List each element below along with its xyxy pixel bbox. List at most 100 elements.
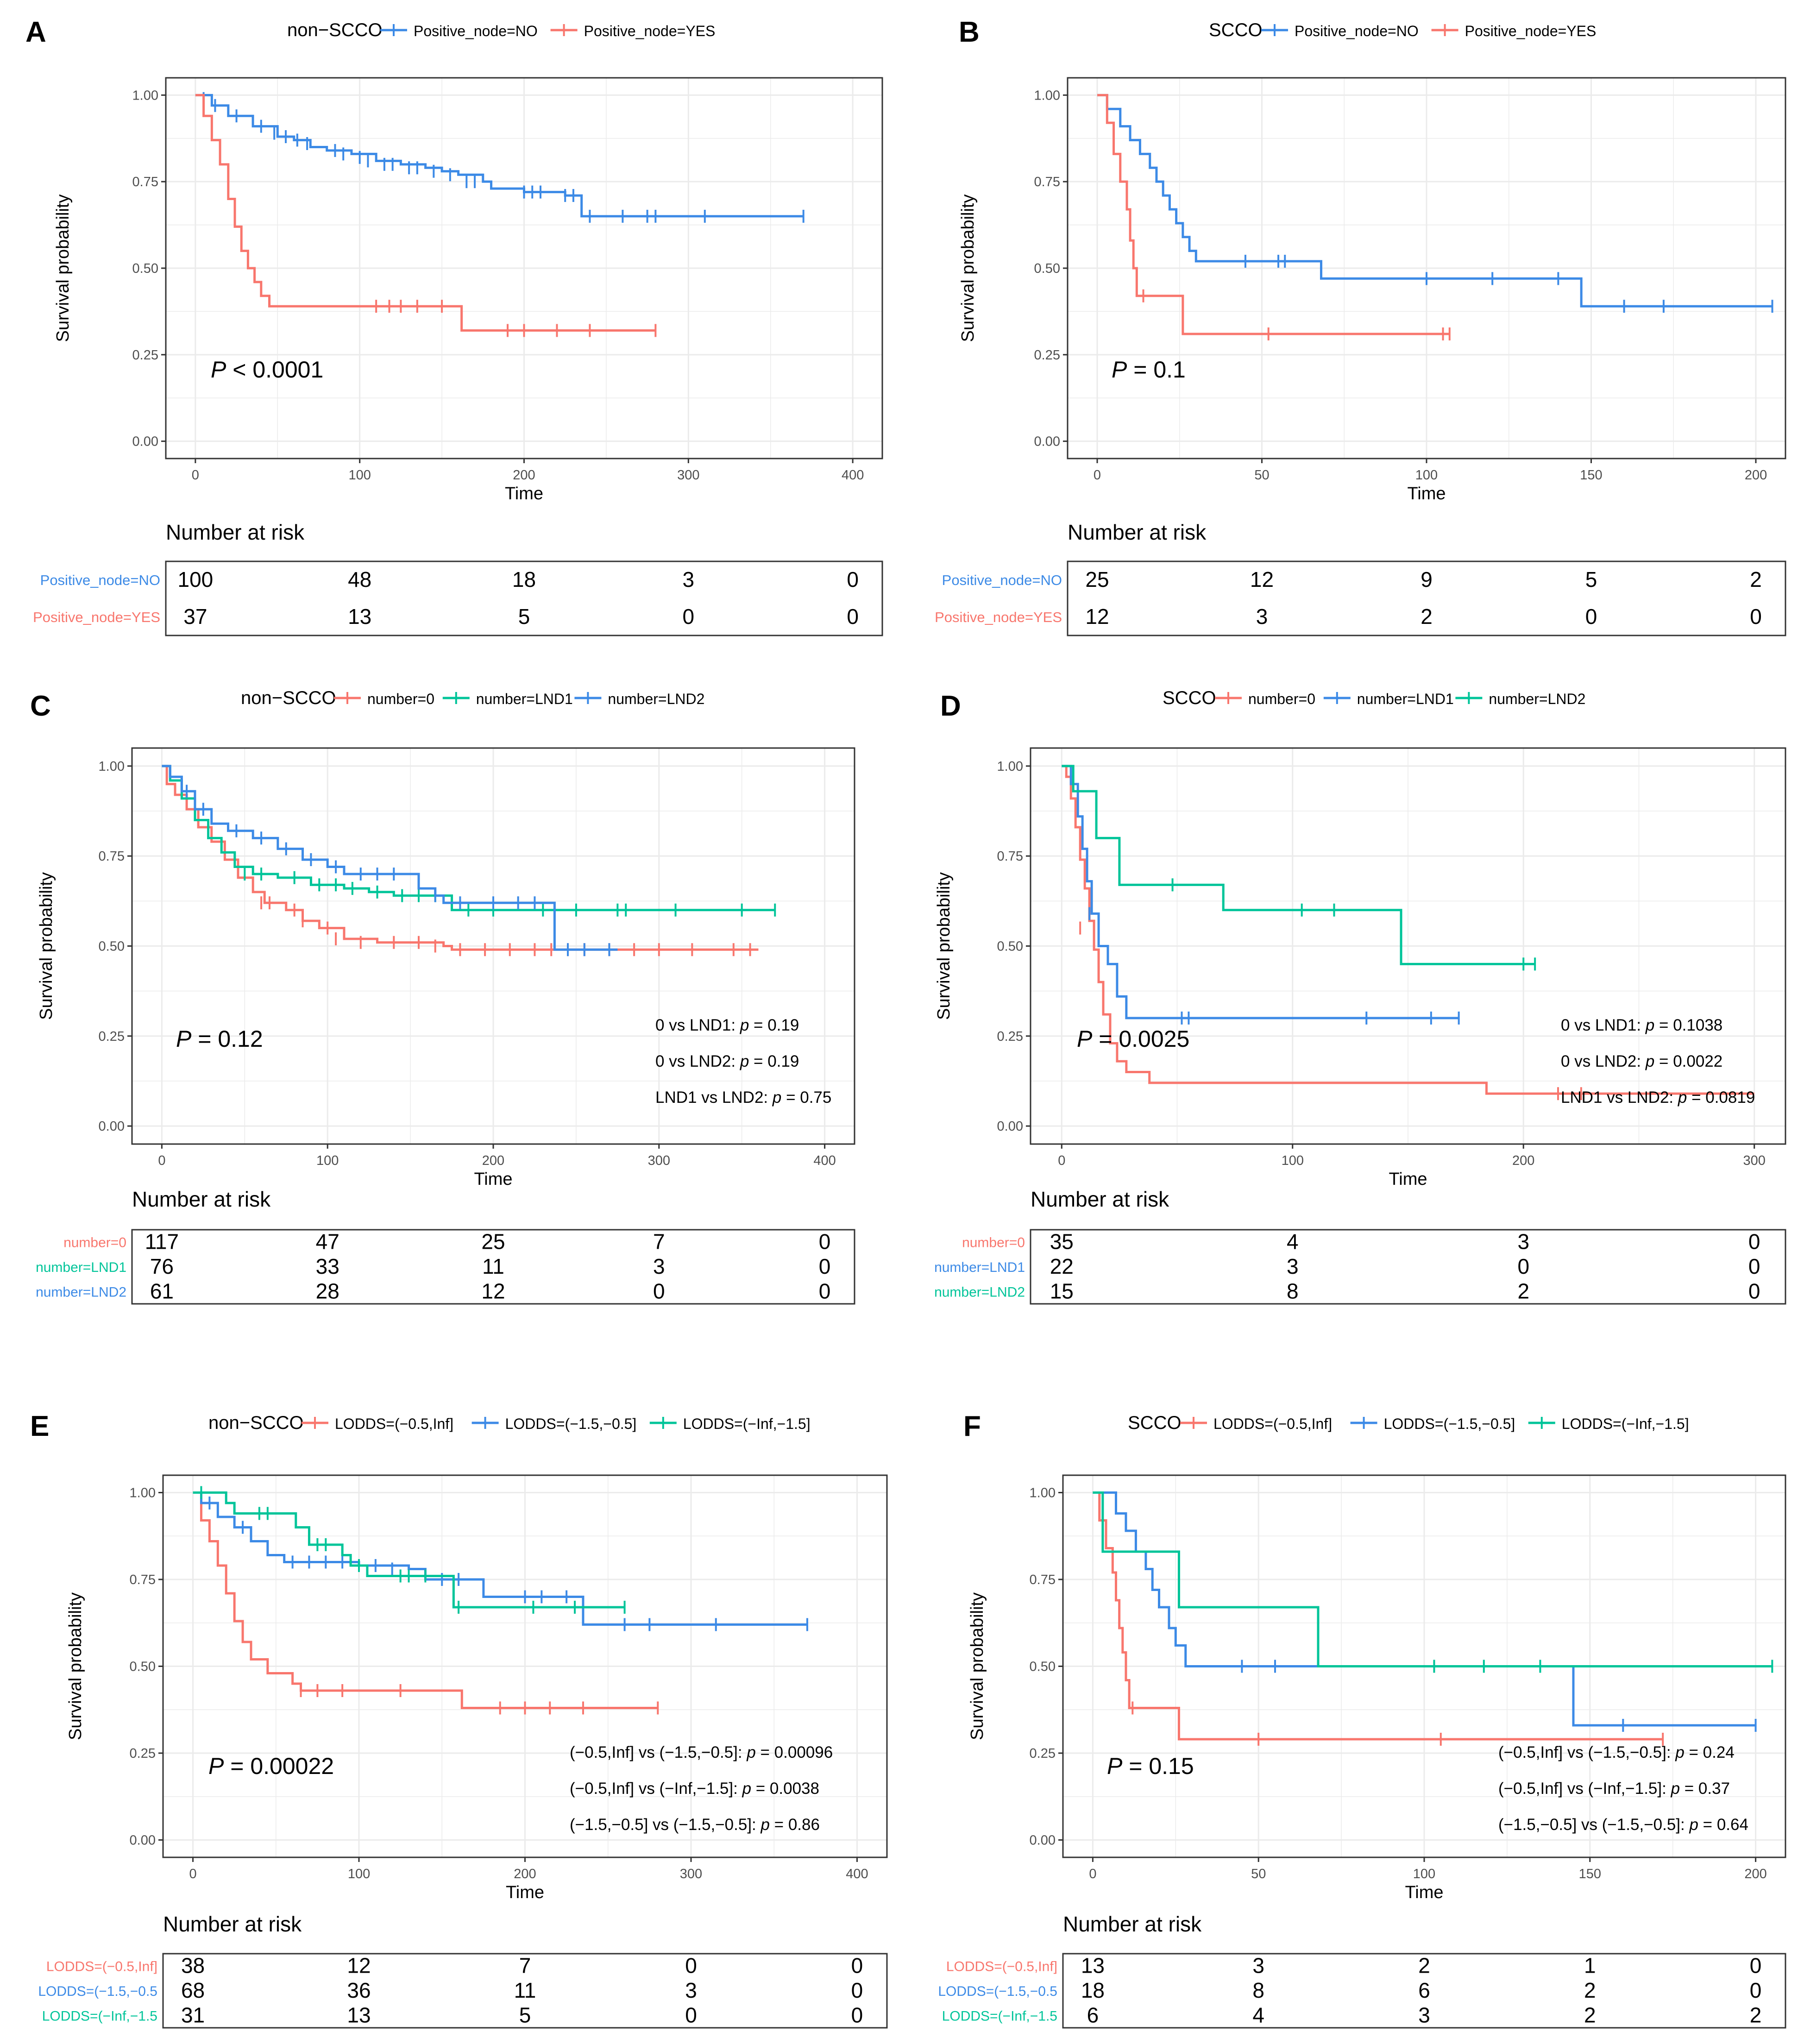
risk-count: 0 [819, 1254, 831, 1278]
y-tick-label: 0.75 [997, 849, 1023, 864]
x-tick-label: 400 [846, 1867, 868, 1881]
risk-count: 11 [514, 1978, 536, 2002]
panel-f: F SCCO LODDS=(−0.5,Inf] LODDS=(−1.5,−0.5] LO… [938, 1410, 1786, 2029]
series-blue [193, 1491, 808, 1631]
survival-curve [193, 1491, 807, 1626]
survival-curve [1093, 1491, 1663, 1741]
survival-curve [1062, 765, 1754, 1095]
legend-label: LODDS=(−Inf,−1.5] [683, 1415, 811, 1432]
pairwise-label: LND1 vs LND2: [1561, 1088, 1678, 1107]
risk-row-label: LODDS=(−Inf,−1.5 [942, 2008, 1057, 2024]
risk-row-label: Positive_node=NO [942, 572, 1062, 588]
x-tick-label: 0 [1094, 468, 1101, 483]
legend-label: LODDS=(−0.5,Inf] [1213, 1415, 1332, 1432]
panel-b: B SCCO Positive_node=NO Positive_node=YES 0.… [935, 16, 1786, 636]
risk-count: 18 [512, 567, 536, 591]
x-axis-label: Time [1389, 1170, 1427, 1189]
risk-row-label: LODDS=(−0.5,Inf] [46, 1959, 157, 1975]
legend-title: non−SCCO [208, 1413, 304, 1433]
risk-count: 0 [685, 2003, 697, 2027]
series-red [1097, 94, 1451, 340]
legend: SCCO Positive_node=NO Positive_node=YES [1209, 20, 1596, 40]
p-value: P = 0.15 [1107, 1753, 1194, 1779]
panel-d: D SCCO number=0 number=LND1 number=LND2 0.00 0… [934, 688, 1786, 1305]
pairwise-p-symbol: p [1671, 1780, 1680, 1798]
pairwise-comparison: (−0.5,Inf] vs (−1.5,−0.5]: p = 0.24 [1498, 1743, 1735, 1761]
risk-table-title: Number at risk [166, 520, 305, 544]
risk-count: 11 [482, 1254, 504, 1278]
pairwise-p-symbol: p [742, 1780, 751, 1798]
y-axis-label: Survival probability [958, 195, 978, 342]
x-tick-label: 100 [316, 1153, 339, 1168]
legend-label: Positive_node=NO [414, 23, 538, 39]
risk-count: 0 [819, 1230, 831, 1254]
pairwise-comparison: LND1 vs LND2: p = 0.0819 [1561, 1088, 1755, 1107]
y-tick-label: 0.75 [130, 1572, 156, 1587]
risk-count: 3 [685, 1978, 697, 2002]
y-tick-label: 0.50 [132, 261, 158, 276]
x-tick-label: 150 [1580, 468, 1602, 483]
x-tick-label: 300 [1743, 1153, 1766, 1168]
legend-label: Positive_node=YES [1465, 23, 1597, 39]
pairwise-p-value: = 0.19 [749, 1016, 799, 1034]
legend-label: number=0 [1248, 691, 1315, 707]
legend-title: SCCO [1128, 1413, 1182, 1433]
risk-count: 2 [1584, 1978, 1596, 2002]
survival-curve [1097, 94, 1450, 335]
risk-count: 7 [653, 1230, 665, 1254]
pairwise-label: (−1.5,−0.5] vs (−1.5,−0.5]: [1498, 1816, 1689, 1834]
legend-label: LODDS=(−1.5,−0.5] [1384, 1415, 1515, 1432]
risk-table-title: Number at risk [1031, 1187, 1169, 1211]
risk-count: 3 [683, 567, 695, 591]
risk-count: 28 [316, 1279, 339, 1303]
risk-count: 0 [1748, 1279, 1760, 1303]
risk-table-border [1062, 1953, 1786, 2029]
risk-count: 0 [851, 1954, 863, 1978]
y-tick-label: 0.75 [1030, 1572, 1056, 1587]
legend-label: Positive_node=NO [1295, 23, 1419, 39]
risk-row-label: LODDS=(−0.5,Inf] [946, 1959, 1057, 1975]
pairwise-comparison: (−0.5,Inf] vs (−Inf,−1.5]: p = 0.37 [1498, 1780, 1730, 1798]
pairwise-comparison: (−0.5,Inf] vs (−1.5,−0.5]: p = 0.00096 [570, 1743, 833, 1761]
risk-count: 3 [1418, 2003, 1430, 2027]
risk-count: 12 [481, 1279, 505, 1303]
y-tick-label: 0.25 [99, 1029, 125, 1044]
legend: SCCO LODDS=(−0.5,Inf] LODDS=(−1.5,−0.5] LOD… [1128, 1413, 1689, 1433]
risk-row-label: Positive_node=NO [40, 572, 160, 588]
pairwise-p-value: = 0.0819 [1687, 1088, 1755, 1107]
legend-label: LODDS=(−Inf,−1.5] [1562, 1415, 1689, 1432]
pairwise-p-symbol: p [1645, 1052, 1654, 1070]
pairwise-p-symbol: p [1678, 1088, 1687, 1107]
pairwise-comparison: (−1.5,−0.5] vs (−1.5,−0.5]: p = 0.64 [1498, 1816, 1748, 1834]
pairwise-p-value: = 0.19 [749, 1052, 799, 1070]
pairwise-comparison: (−0.5,Inf] vs (−Inf,−1.5]: p = 0.0038 [570, 1780, 819, 1798]
legend-label: number=LND2 [608, 691, 704, 707]
risk-table-title: Number at risk [1068, 520, 1207, 544]
risk-count: 37 [183, 604, 207, 629]
pairwise-label: (−0.5,Inf] vs (−Inf,−1.5]: [1498, 1780, 1671, 1798]
y-tick-label: 1.00 [1034, 88, 1060, 103]
survival-curve [162, 765, 618, 951]
x-tick-label: 300 [648, 1153, 670, 1168]
series-blue [162, 765, 618, 956]
pairwise-p-value: = 0.0038 [751, 1780, 819, 1798]
pairwise-p-symbol: p [740, 1016, 749, 1034]
series-green [193, 1486, 626, 1614]
risk-count: 0 [685, 1954, 697, 1978]
series-blue [1093, 1491, 1757, 1732]
risk-count: 1 [1584, 1954, 1596, 1978]
risk-row-label: Positive_node=YES [33, 609, 160, 625]
risk-count: 2 [1750, 567, 1762, 591]
p-symbol: P [1077, 1026, 1093, 1052]
p-value: P = 0.00022 [208, 1753, 334, 1779]
y-tick-label: 0.25 [130, 1746, 156, 1761]
pairwise-p-symbol: p [772, 1088, 781, 1107]
risk-count: 0 [1750, 1954, 1762, 1978]
p-value: P = 0.0025 [1077, 1026, 1189, 1052]
risk-count: 35 [1050, 1230, 1074, 1254]
risk-count: 2 [1750, 2003, 1762, 2027]
p-value: P = 0.1 [1112, 357, 1186, 383]
pairwise-p-symbol: p [760, 1816, 769, 1834]
risk-count: 0 [1748, 1230, 1760, 1254]
risk-row-label: number=LND2 [934, 1284, 1025, 1300]
